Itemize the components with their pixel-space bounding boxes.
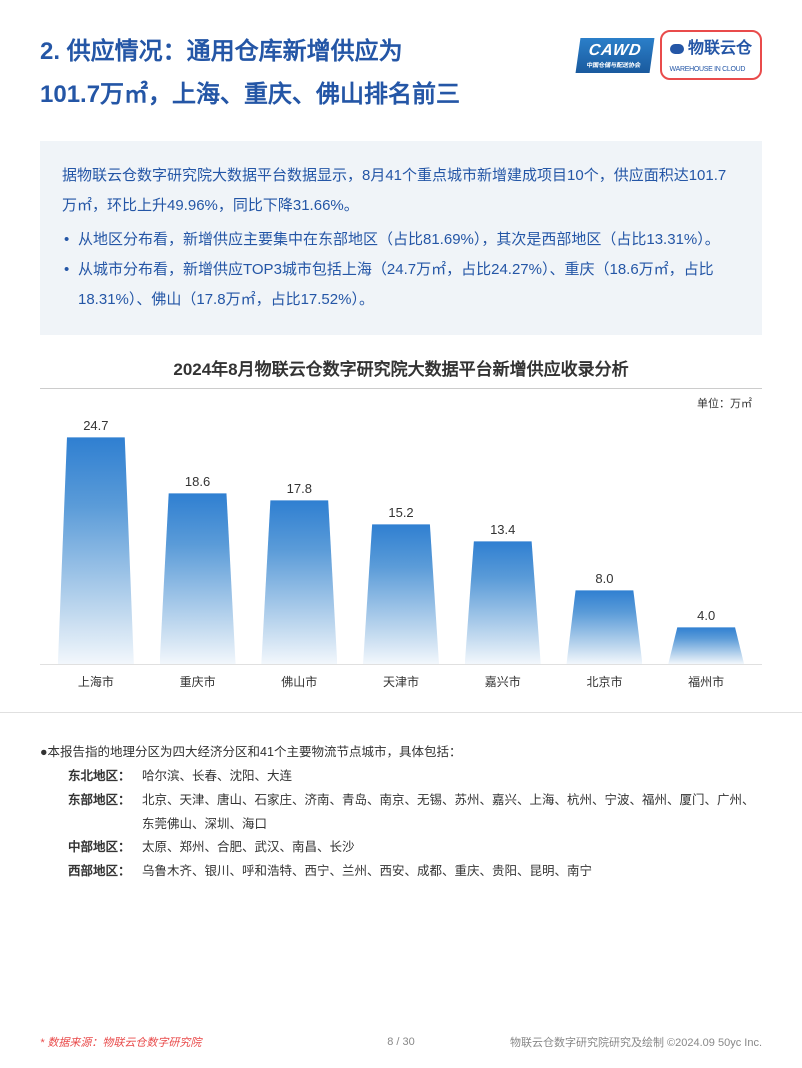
bar-shape <box>465 541 541 664</box>
summary-intro: 据物联云仓数字研究院大数据平台数据显示，8月41个重点城市新增建成项目10个，供… <box>62 161 740 221</box>
summary-bullet: 从地区分布看，新增供应主要集中在东部地区（占比81.69%），其次是西部地区（占… <box>62 225 740 255</box>
bar-shape <box>261 500 337 664</box>
region-cities: 太原、郑州、合肥、武汉、南昌、长沙 <box>142 836 762 860</box>
x-axis-label: 嘉兴市 <box>452 673 554 690</box>
logo-group: CAWD 中国仓储与配送协会 物联云仓 WAREHOUSE IN CLOUD <box>578 30 762 80</box>
title-line-2: 101.7万㎡，上海、重庆、佛山排名前三 <box>40 81 460 108</box>
chart-title: 2024年8月物联云仓数字研究院大数据平台新增供应收录分析 <box>40 355 762 380</box>
bar-shape <box>566 590 642 664</box>
region-row: 西部地区：乌鲁木齐、银川、呼和浩特、西宁、兰州、西安、成都、重庆、贵阳、昆明、南… <box>40 860 762 884</box>
wlyc-logo-text: 物联云仓 <box>688 40 752 57</box>
regions-list: 东北地区：哈尔滨、长春、沈阳、大连东部地区：北京、天津、唐山、石家庄、济南、青岛… <box>40 765 762 884</box>
cawd-logo: CAWD 中国仓储与配送协会 <box>575 38 654 73</box>
chart-bar: 4.0 <box>655 415 757 664</box>
x-axis-label: 天津市 <box>350 673 452 690</box>
bar-value-label: 13.4 <box>490 522 515 537</box>
region-cities: 哈尔滨、长春、沈阳、大连 <box>142 765 762 789</box>
region-cities: 北京、天津、唐山、石家庄、济南、青岛、南京、无锡、苏州、嘉兴、上海、杭州、宁波、… <box>142 789 762 837</box>
region-row: 东北地区：哈尔滨、长春、沈阳、大连 <box>40 765 762 789</box>
notes-head: ●本报告指的地理分区为四大经济分区和41个主要物流节点城市，具体包括： <box>40 741 762 765</box>
page-header: 2. 供应情况：通用仓库新增供应为 101.7万㎡，上海、重庆、佛山排名前三 C… <box>0 0 802 126</box>
bar-value-label: 15.2 <box>388 505 413 520</box>
wlyc-logo-subtext: WAREHOUSE IN CLOUD <box>670 66 746 73</box>
x-axis-label: 上海市 <box>45 673 147 690</box>
bar-value-label: 4.0 <box>697 608 715 623</box>
region-cities: 乌鲁木齐、银川、呼和浩特、西宁、兰州、西安、成都、重庆、贵阳、昆明、南宁 <box>142 860 762 884</box>
chart-divider <box>40 388 762 389</box>
wlyc-logo: 物联云仓 WAREHOUSE IN CLOUD <box>660 30 762 80</box>
chart-unit: 单位：万㎡ <box>40 395 762 411</box>
x-axis-label: 北京市 <box>554 673 656 690</box>
region-label: 中部地区： <box>68 836 142 860</box>
copyright: 物联云仓数字研究院研究及绘制 ©2024.09 50yc Inc. <box>510 1034 762 1050</box>
page-title: 2. 供应情况：通用仓库新增供应为 101.7万㎡，上海、重庆、佛山排名前三 <box>40 30 578 116</box>
x-axis-label: 重庆市 <box>147 673 249 690</box>
bar-value-label: 18.6 <box>185 474 210 489</box>
page-number: 8 / 30 <box>387 1036 415 1048</box>
chart-section: 2024年8月物联云仓数字研究院大数据平台新增供应收录分析 单位：万㎡ 24.7… <box>0 355 802 690</box>
bar-value-label: 24.7 <box>83 418 108 433</box>
cawd-logo-subtext: 中国仓储与配送协会 <box>586 60 641 69</box>
region-row: 东部地区：北京、天津、唐山、石家庄、济南、青岛、南京、无锡、苏州、嘉兴、上海、杭… <box>40 789 762 837</box>
cloud-icon <box>670 44 684 54</box>
region-label: 东北地区： <box>68 765 142 789</box>
bar-shape <box>160 493 236 664</box>
summary-box: 据物联云仓数字研究院大数据平台数据显示，8月41个重点城市新增建成项目10个，供… <box>40 141 762 335</box>
title-line-1: 2. 供应情况：通用仓库新增供应为 <box>40 38 403 65</box>
page-footer: * 数据来源：物联云仓数字研究院 8 / 30 物联云仓数字研究院研究及绘制 ©… <box>0 1034 802 1050</box>
bar-shape <box>668 627 744 664</box>
cawd-logo-text: CAWD <box>587 42 642 59</box>
region-row: 中部地区：太原、郑州、合肥、武汉、南昌、长沙 <box>40 836 762 860</box>
bar-value-label: 8.0 <box>595 571 613 586</box>
bar-shape <box>58 437 134 664</box>
bar-value-label: 17.8 <box>287 481 312 496</box>
title-block: 2. 供应情况：通用仓库新增供应为 101.7万㎡，上海、重庆、佛山排名前三 <box>40 30 578 116</box>
chart-bar: 24.7 <box>45 415 147 664</box>
bar-shape <box>363 524 439 664</box>
region-label: 东部地区： <box>68 789 142 837</box>
chart-bar: 15.2 <box>350 415 452 664</box>
summary-bullet: 从城市分布看，新增供应TOP3城市包括上海（24.7万㎡，占比24.27%）、重… <box>62 255 740 315</box>
chart-bar: 18.6 <box>147 415 249 664</box>
notes-section: ●本报告指的地理分区为四大经济分区和41个主要物流节点城市，具体包括： 东北地区… <box>0 712 802 894</box>
chart-bar: 17.8 <box>248 415 350 664</box>
summary-bullets: 从地区分布看，新增供应主要集中在东部地区（占比81.69%），其次是西部地区（占… <box>62 225 740 315</box>
region-label: 西部地区： <box>68 860 142 884</box>
chart-area: 24.7 18.6 17.8 15.2 13.4 8.0 4.0 <box>40 415 762 665</box>
chart-bar: 13.4 <box>452 415 554 664</box>
data-source: * 数据来源：物联云仓数字研究院 <box>40 1034 201 1050</box>
x-axis-label: 佛山市 <box>248 673 350 690</box>
chart-x-axis: 上海市重庆市佛山市天津市嘉兴市北京市福州市 <box>40 665 762 690</box>
x-axis-label: 福州市 <box>655 673 757 690</box>
chart-bar: 8.0 <box>554 415 656 664</box>
